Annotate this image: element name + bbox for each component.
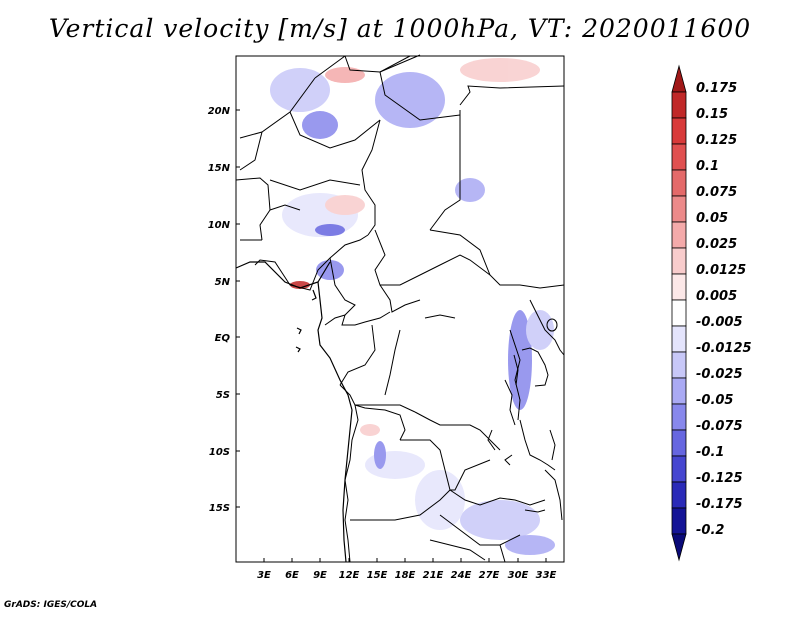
colorbar-band	[671, 325, 687, 353]
lat-label-10n: 10N	[208, 220, 231, 231]
colorbar-labels: 0.175 0.15 0.125 0.1 0.075 0.05 0.025 0.…	[696, 81, 752, 538]
colorbar-label: -0.2	[696, 523, 724, 538]
lat-label-10s: 10S	[209, 447, 230, 458]
colorbar-label: 0.025	[696, 237, 737, 252]
lat-label-15s: 15S	[209, 503, 230, 514]
colorbar-label: 0.0125	[696, 263, 746, 278]
colorbar-band	[671, 299, 687, 327]
lon-label-3e: 3E	[257, 570, 271, 581]
colorbar-band	[671, 64, 687, 93]
coastline	[235, 261, 353, 563]
colorbar-label: 0.125	[696, 133, 737, 148]
colorbar-label: 0.005	[696, 289, 737, 304]
chart-title: Vertical velocity [m/s] at 1000hPa, VT: …	[48, 14, 752, 43]
colorbar-label: -0.125	[696, 471, 743, 486]
colorbar-label: 0.15	[696, 107, 728, 122]
colorbar-label: -0.075	[696, 419, 743, 434]
lat-label-15n: 15N	[208, 163, 231, 174]
lon-label-9e: 9E	[313, 570, 327, 581]
colorbar-label: -0.05	[696, 393, 733, 408]
colorbar-label: 0.1	[696, 159, 719, 174]
colorbar-band	[671, 221, 687, 249]
map-panel: 20N 15N 10N 5N EQ 5S 10S 15S 3E 6E 9E 12…	[208, 54, 565, 581]
lon-tick-marks	[263, 558, 547, 562]
lon-label-18e: 18E	[395, 570, 416, 581]
colorbar-band	[671, 247, 687, 275]
colorbar-band	[671, 169, 687, 197]
colorbar: 0.175 0.15 0.125 0.1 0.075 0.05 0.025 0.…	[671, 64, 752, 562]
colorbar-band	[671, 403, 687, 431]
lon-label-33e: 33E	[536, 570, 557, 581]
colorbar-band	[671, 351, 687, 379]
colorbar-label: 0.175	[696, 81, 737, 96]
colorbar-band	[671, 377, 687, 405]
lon-label-21e: 21E	[423, 570, 444, 581]
colorbar-band	[671, 481, 687, 509]
colorbar-band	[671, 533, 687, 562]
colorbar-band	[671, 429, 687, 457]
lat-label-20n: 20N	[208, 106, 231, 117]
footer-credit: GrADS: IGES/COLA	[4, 600, 98, 610]
lon-label-12e: 12E	[339, 570, 360, 581]
lat-tick-marks	[236, 109, 240, 508]
colorbar-band	[671, 507, 687, 535]
colorbar-band	[671, 455, 687, 483]
lon-label-27e: 27E	[479, 570, 500, 581]
lon-label-6e: 6E	[285, 570, 299, 581]
colorbar-band	[671, 117, 687, 145]
colorbar-label: -0.005	[696, 315, 743, 330]
colorbar-label: -0.025	[696, 367, 743, 382]
map-frame	[235, 55, 565, 563]
lon-label-15e: 15E	[367, 570, 388, 581]
lakes	[424, 314, 558, 513]
colorbar-band	[671, 273, 687, 301]
field-patches	[270, 58, 555, 555]
lat-label-5n: 5N	[215, 277, 231, 288]
lat-label-5s: 5S	[216, 390, 230, 401]
lon-label-24e: 24E	[451, 570, 472, 581]
lon-label-30e: 30E	[508, 570, 529, 581]
colorbar-label: -0.175	[696, 497, 743, 512]
lat-label-eq: EQ	[215, 333, 231, 344]
colorbar-label: -0.0125	[696, 341, 752, 356]
colorbar-band	[671, 143, 687, 171]
colorbar-band	[671, 195, 687, 223]
colorbar-bands	[671, 64, 687, 562]
colorbar-label: 0.075	[696, 185, 737, 200]
colorbar-label: -0.1	[696, 445, 724, 460]
colorbar-band	[671, 91, 687, 119]
colorbar-label: 0.05	[696, 211, 728, 226]
